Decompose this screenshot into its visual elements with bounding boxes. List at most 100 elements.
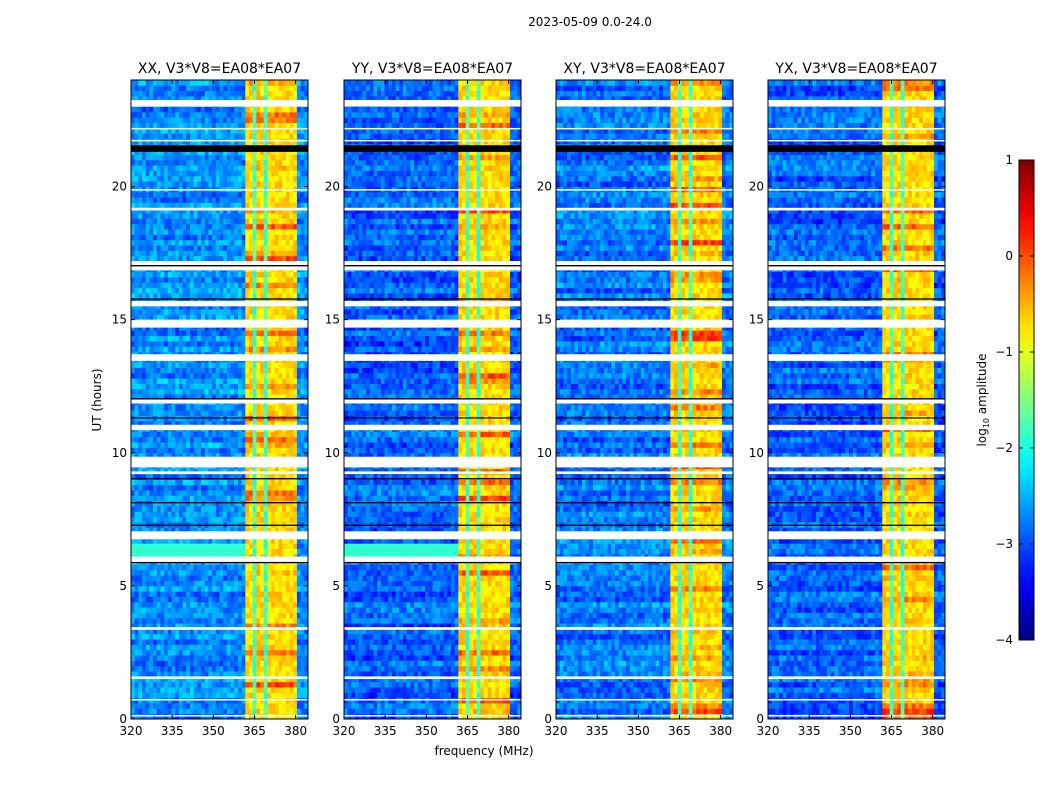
- heatmap-cell: [220, 218, 224, 224]
- heatmap-cell: [179, 389, 183, 395]
- heatmap-cell: [164, 272, 168, 278]
- heatmap-cell: [249, 495, 253, 501]
- heatmap-cell: [179, 501, 183, 507]
- heatmap-cell: [293, 501, 297, 507]
- heatmap-cell: [238, 575, 242, 581]
- heatmap-cell: [253, 549, 257, 555]
- heatmap-cell: [157, 495, 161, 501]
- heatmap-cell: [197, 543, 201, 549]
- heatmap-cell: [175, 485, 179, 491]
- heatmap-cell: [242, 660, 246, 666]
- heatmap-cell: [201, 202, 205, 208]
- heatmap-cell: [279, 288, 283, 294]
- heatmap-cell: [253, 501, 257, 507]
- heatmap-cell: [205, 703, 209, 709]
- heatmap-cell: [279, 256, 283, 262]
- heatmap-cell: [146, 479, 150, 485]
- heatmap-cell: [197, 575, 201, 581]
- heatmap-cell: [286, 549, 290, 555]
- heatmap-cell: [290, 192, 294, 198]
- heatmap-cell: [131, 570, 135, 576]
- heatmap-cell: [249, 282, 253, 288]
- heatmap-cell: [194, 181, 198, 187]
- heatmap-cell: [138, 197, 142, 203]
- heatmap-cell: [138, 495, 142, 501]
- heatmap-cell: [256, 165, 260, 171]
- heatmap-cell: [183, 368, 187, 374]
- heatmap-cell: [220, 575, 224, 581]
- heatmap-cell: [264, 256, 268, 262]
- heatmap-cell: [286, 703, 290, 709]
- heatmap-cell: [157, 240, 161, 246]
- heatmap-cell: [138, 602, 142, 608]
- heatmap-cell: [293, 485, 297, 491]
- heatmap-cell: [131, 330, 135, 336]
- heatmap-cell: [212, 362, 216, 368]
- heatmap-cell: [131, 682, 135, 688]
- heatmap-cell: [146, 165, 150, 171]
- heatmap-cell: [138, 431, 142, 437]
- heatmap-cell: [197, 618, 201, 624]
- heatmap-cell: [205, 682, 209, 688]
- heatmap-cell: [138, 240, 142, 246]
- heatmap-cell: [253, 282, 257, 288]
- heatmap-cell: [212, 495, 216, 501]
- heatmap-cell: [153, 655, 157, 661]
- heatmap-cell: [201, 165, 205, 171]
- heatmap-cell: [290, 442, 294, 448]
- heatmap-cell: [223, 176, 227, 182]
- heatmap-cell: [183, 224, 187, 230]
- heatmap-cell: [223, 410, 227, 416]
- heatmap-cell: [275, 197, 279, 203]
- heatmap-cell: [271, 634, 275, 640]
- heatmap-cell: [223, 549, 227, 555]
- heatmap-cell: [242, 181, 246, 187]
- heatmap-cell: [149, 501, 153, 507]
- heatmap-cell: [260, 165, 264, 171]
- heatmap-cell: [264, 314, 268, 320]
- heatmap-cell: [256, 602, 260, 608]
- heatmap-cell: [172, 410, 176, 416]
- heatmap-cell: [172, 176, 176, 182]
- heatmap-cell: [205, 490, 209, 496]
- heatmap-cell: [290, 245, 294, 251]
- heatmap-cell: [135, 245, 139, 251]
- heatmap-cell: [205, 591, 209, 597]
- heatmap-cell: [234, 224, 238, 230]
- heatmap-cell: [249, 218, 253, 224]
- heatmap-cell: [271, 581, 275, 587]
- heatmap-cell: [194, 234, 198, 240]
- heatmap-cell: [146, 591, 150, 597]
- heatmap-cell: [208, 346, 212, 352]
- heatmap-cell: [220, 250, 224, 256]
- heatmap-cell: [227, 671, 231, 677]
- heatmap-cell: [271, 506, 275, 512]
- heatmap-cell: [164, 256, 168, 262]
- heatmap-cell: [293, 384, 297, 390]
- heatmap-cell: [223, 682, 227, 688]
- heatmap-cell: [223, 639, 227, 645]
- heatmap-cell: [216, 591, 220, 597]
- heatmap-cell: [183, 644, 187, 650]
- heatmap-cell: [186, 431, 190, 437]
- heatmap-cell: [201, 362, 205, 368]
- heatmap-cell: [205, 341, 209, 347]
- heatmap-cell: [249, 213, 253, 219]
- heatmap-cell: [242, 165, 246, 171]
- heatmap-cell: [201, 272, 205, 278]
- heatmap-cell: [301, 288, 305, 294]
- heatmap-cell: [194, 192, 198, 198]
- heatmap-cell: [297, 708, 301, 714]
- heatmap-cell: [212, 501, 216, 507]
- heatmap-cell: [201, 330, 205, 336]
- heatmap-cell: [290, 613, 294, 619]
- heatmap-cell: [245, 485, 249, 491]
- heatmap-cell: [220, 586, 224, 592]
- heatmap-cell: [290, 570, 294, 576]
- heatmap-cell: [201, 229, 205, 235]
- heatmap-cell: [201, 368, 205, 374]
- heatmap-cell: [249, 543, 253, 549]
- heatmap-cell: [242, 639, 246, 645]
- heatmap-cell: [220, 511, 224, 517]
- heatmap-cell: [149, 378, 153, 384]
